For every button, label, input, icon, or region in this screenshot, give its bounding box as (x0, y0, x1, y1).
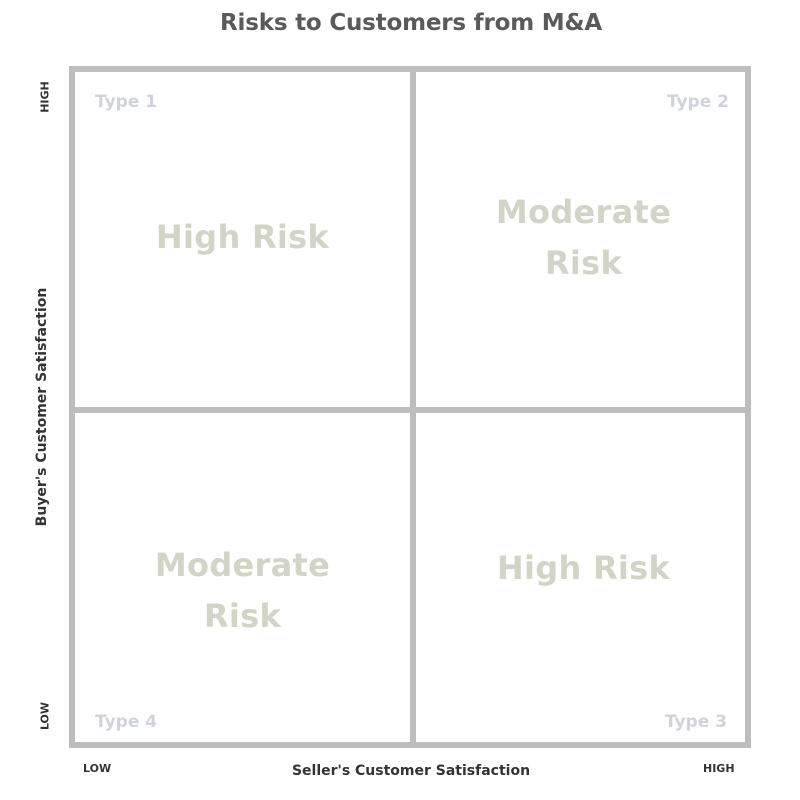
x-axis-label: Seller's Customer Satisfaction (291, 763, 531, 779)
quadrant-type-4: Type 4 Moderate Risk (75, 413, 410, 748)
horizontal-divider (75, 407, 745, 413)
quadrant-type-label: Type 3 (664, 712, 727, 732)
quadrant-risk-label: High Risk (75, 212, 410, 263)
quadrant-type-3: Type 3 High Risk (416, 413, 751, 748)
y-axis-high-label: HIGH (38, 81, 52, 113)
risk-matrix: Type 1 High Risk Type 2 Moderate Risk Ty… (69, 66, 751, 748)
risk-label-line: Risk (544, 244, 623, 282)
quadrant-type-label: Type 2 (666, 92, 729, 112)
quadrant-type-2: Type 2 Moderate Risk (416, 72, 751, 407)
quadrant-type-label: Type 4 (95, 712, 158, 732)
y-axis-low-label: LOW (38, 701, 52, 731)
risk-label-line: High Risk (155, 218, 330, 256)
x-axis-high-label: HIGH (703, 762, 735, 775)
quadrant-risk-label: High Risk (416, 543, 751, 594)
chart-title: Risks to Customers from M&A (220, 10, 602, 36)
y-axis-label: Buyer's Customer Satisfaction (34, 287, 50, 527)
quadrant-risk-label: Moderate Risk (416, 187, 751, 289)
quadrant-risk-label: Moderate Risk (75, 540, 410, 642)
quadrant-type-1: Type 1 High Risk (75, 72, 410, 407)
quadrant-type-label: Type 1 (95, 92, 158, 112)
x-axis-low-label: LOW (83, 762, 112, 775)
risk-label-line: High Risk (496, 549, 671, 587)
risk-label-line: Moderate (495, 193, 672, 231)
risk-label-line: Moderate (154, 546, 331, 584)
risk-label-line: Risk (203, 597, 282, 635)
